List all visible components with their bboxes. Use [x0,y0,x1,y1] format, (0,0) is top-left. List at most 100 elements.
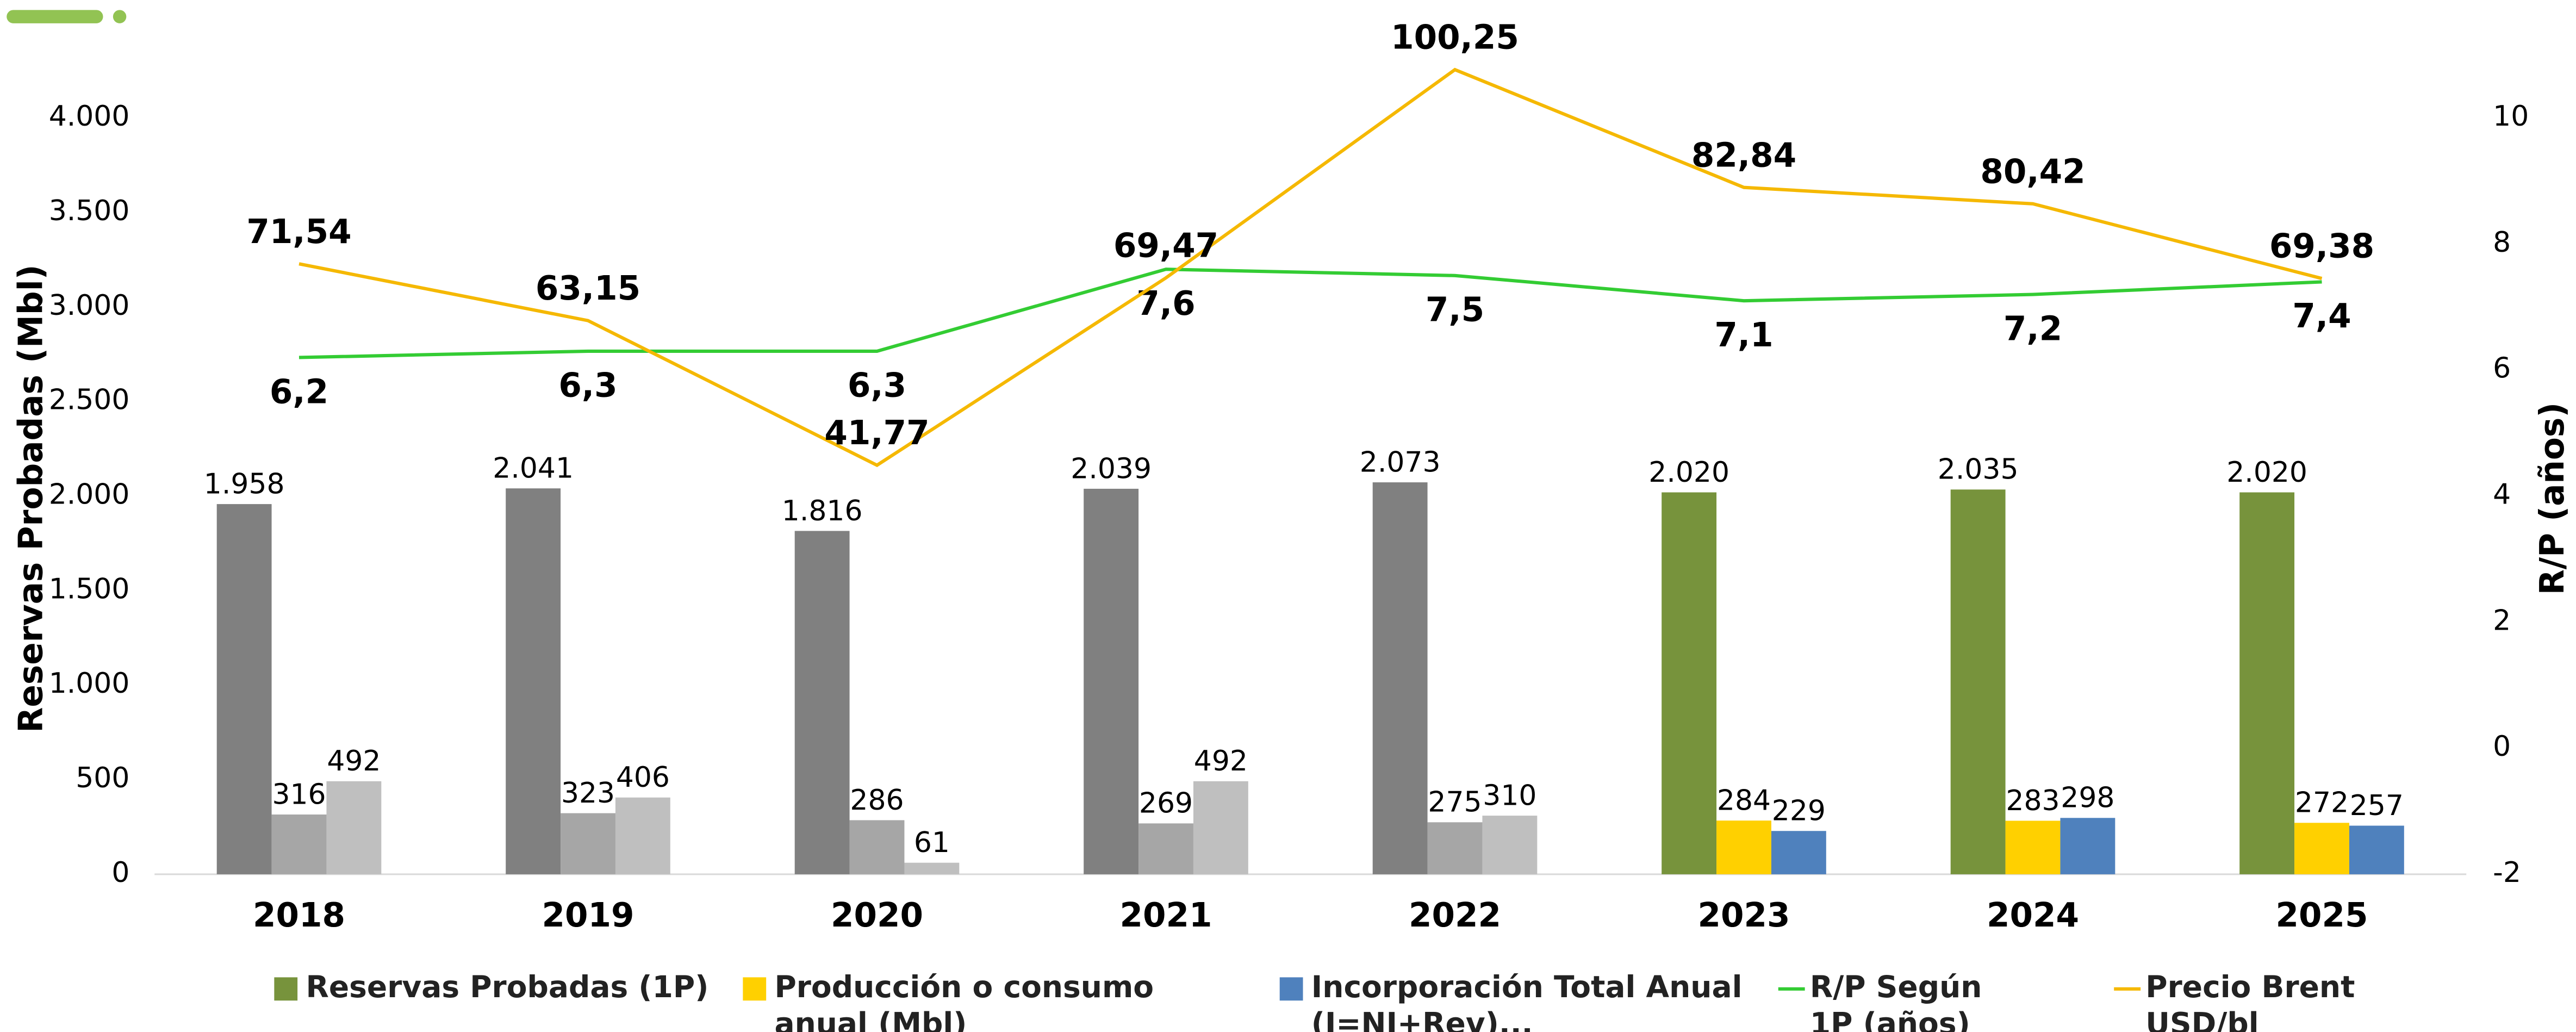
bar [1482,816,1538,874]
bar [2239,492,2295,874]
bar-value-label: 298 [2061,782,2114,815]
bar [1427,822,1483,874]
line-value-label: 100,25 [1391,18,1519,57]
x-tick-label: 2024 [1987,896,2079,935]
bar [561,813,615,874]
y-tick-label: 3.500 [49,195,130,227]
legend-label: Producción o consumo anual (Mbl) [774,971,1154,1032]
legend-label: Precio Brent USD/bl [2145,971,2355,1032]
bar [904,862,960,874]
bar [1716,820,1771,874]
bar-value-label: 1.958 [204,468,285,500]
bar-value-label: 406 [616,761,670,794]
y-tick-label: 1.000 [49,667,130,700]
line-value-label: 6,3 [848,366,906,405]
bar-value-label: 316 [272,778,326,811]
x-tick-label: 2023 [1697,896,1790,935]
bar [2060,818,2115,874]
bar-value-label: 2.020 [1648,456,1729,489]
y-tick-label: 2.000 [49,478,130,511]
y2-tick-label: 4 [2493,478,2511,511]
x-tick-label: 2019 [542,896,634,935]
y-tick-label: 4.000 [49,100,130,133]
line-value-label: 7,5 [1426,291,1484,330]
decor-dot [113,10,127,23]
x-tick-label: 2022 [1409,896,1501,935]
line-value-label: 7,2 [2003,309,2062,348]
legend-swatch [274,977,298,1001]
line-value-label: 71,54 [246,213,351,251]
bar-value-label: 2.039 [1071,452,1152,485]
y2-tick-label: 6 [2493,352,2511,385]
line-value-label: 41,77 [824,414,929,452]
y2-tick-label: 10 [2493,100,2529,133]
line-value-label: 6,2 [270,372,328,411]
legend-swatch [743,977,767,1001]
bar-value-label: 2.073 [1360,446,1441,478]
legend-label: Incorporación Total Anual (I=NI+Rev)... [1311,971,1743,1032]
bar-value-label: 269 [1139,787,1193,820]
bar [1372,482,1428,874]
line-value-label: 69,47 [1113,227,1218,265]
bar-value-label: 257 [2350,789,2404,822]
x-tick-label: 2020 [831,896,923,935]
x-tick-label: 2025 [2275,896,2368,935]
legend-item: R/P Según 1P (años) [1809,971,1982,1032]
bar [216,504,272,874]
line-value-label: 7,4 [2292,297,2351,335]
x-tick-label: 2018 [253,896,345,935]
bar-value-label: 2.041 [493,452,574,485]
legend-label: R/P Según 1P (años) [1809,971,1982,1032]
y2-axis-label: R/P (años) [2533,402,2572,595]
bar [326,781,382,874]
bar [794,531,850,874]
bar-value-label: 286 [850,784,904,817]
y2-tick-label: 8 [2493,226,2511,259]
bar-value-label: 283 [2006,785,2059,817]
bar [1950,489,2006,874]
legend-item: Producción o consumo anual (Mbl) [774,971,1154,1032]
bar [1193,781,1248,874]
line-value-label: 69,38 [2269,227,2374,266]
bar [2349,825,2404,874]
x-tick-label: 2021 [1119,896,1212,935]
line [298,67,2323,468]
bar [506,488,561,874]
line-value-label: 63,15 [536,269,640,308]
bar [615,797,670,874]
legend-label: Reservas Probadas (1P) [306,971,709,1006]
y-tick-label: 1.500 [49,573,130,605]
legend-item: Reservas Probadas (1P) [306,971,709,1006]
bar [1771,831,1826,874]
bar [2294,823,2349,874]
y2-tick-label: -2 [2493,856,2521,889]
bar-value-label: 310 [1483,779,1536,812]
y-tick-label: 0 [111,856,129,889]
line-value-label: 7,1 [1714,316,1773,355]
bar-value-label: 2.035 [1938,453,2019,486]
bar-value-label: 229 [1772,795,1826,828]
y-tick-label: 2.500 [49,384,130,416]
line-value-label: 80,42 [1980,152,2085,191]
bar-value-label: 61 [914,826,950,859]
bar-value-label: 2.020 [2226,456,2307,489]
y2-tick-label: 2 [2493,604,2511,637]
bar [271,815,327,874]
bar-value-label: 272 [2295,787,2349,819]
y2-tick-label: 0 [2493,730,2511,763]
line-value-label: 6,3 [558,366,617,405]
legend-item: Precio Brent USD/bl [2145,971,2355,1032]
line-value-label: 82,84 [1691,136,1796,175]
bar-value-label: 284 [1717,785,1771,817]
bar [1084,488,1139,874]
bar-value-label: 1.816 [782,495,863,527]
bar [2005,820,2061,874]
bar-value-label: 323 [561,777,615,810]
line [298,268,2322,359]
bar [1662,492,1717,874]
bar-value-label: 275 [1428,786,1482,819]
y-axis-label: Reservas Probadas (Mbl) [12,264,51,732]
bar [1138,823,1193,874]
bar-value-label: 492 [1194,745,1248,778]
